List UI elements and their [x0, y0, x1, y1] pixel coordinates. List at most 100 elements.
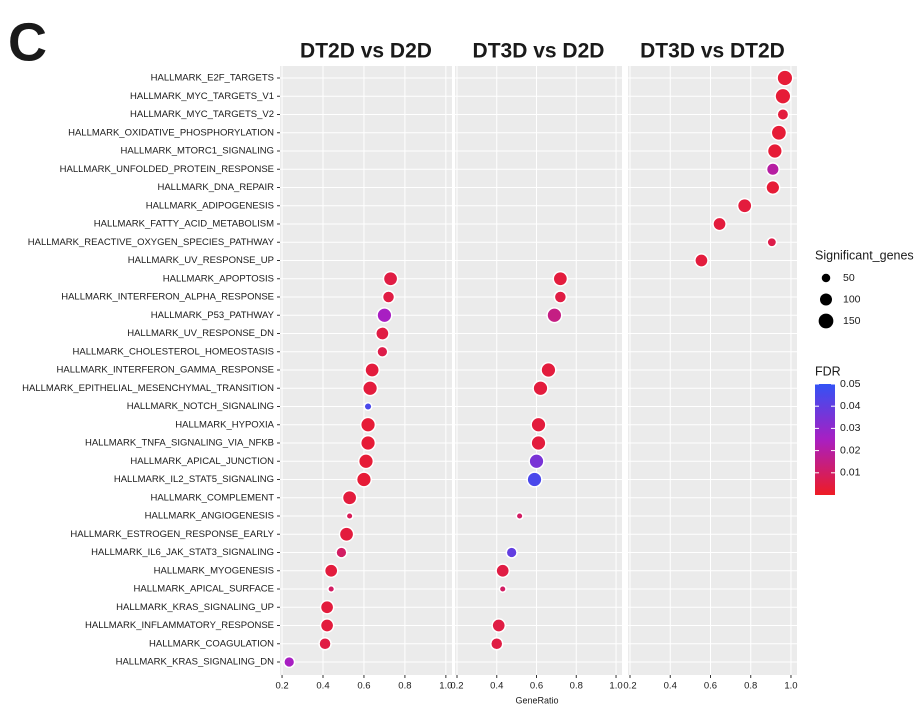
- y-tick-label: HALLMARK_APICAL_JUNCTION: [130, 456, 274, 467]
- y-tick-label: HALLMARK_CHOLESTEROL_HOMEOSTASIS: [73, 346, 275, 357]
- x-tick-label: 0.6: [357, 681, 370, 692]
- x-tick-label: 1.0: [439, 681, 452, 692]
- x-tick-label: 0.6: [704, 681, 717, 692]
- size-legend-label: 100: [843, 293, 861, 305]
- dot: [776, 108, 790, 121]
- x-tick-label: 0.2: [275, 681, 288, 692]
- dot: [491, 618, 507, 633]
- facet-title: DT3D vs D2D: [473, 40, 605, 63]
- dot: [319, 599, 335, 615]
- x-tick-label: 1.0: [784, 681, 797, 692]
- dot: [382, 270, 399, 287]
- dot: [553, 290, 568, 304]
- dot: [359, 434, 377, 452]
- dot: [532, 380, 549, 397]
- color-bar-label: 0.02: [840, 444, 861, 456]
- x-tick-label: 0.8: [398, 681, 411, 692]
- size-legend-title: Significant_genes: [815, 248, 914, 262]
- dot: [361, 380, 379, 397]
- dot: [530, 416, 547, 433]
- y-tick-label: HALLMARK_COAGULATION: [149, 638, 274, 649]
- y-tick-label: HALLMARK_ANGIOGENESIS: [145, 511, 274, 522]
- color-bar-label: 0.03: [840, 422, 861, 434]
- y-tick-label: HALLMARK_IL2_STAT5_SIGNALING: [114, 474, 274, 485]
- y-tick-label: HALLMARK_KRAS_SIGNALING_DN: [116, 657, 275, 668]
- facet-title: DT2D vs D2D: [300, 40, 432, 63]
- y-tick-label: HALLMARK_COMPLEMENT: [150, 492, 274, 503]
- dot: [364, 362, 380, 378]
- x-tick-label: 0.6: [530, 681, 543, 692]
- y-tick-label: HALLMARK_UV_RESPONSE_DN: [127, 328, 274, 339]
- dot: [526, 471, 543, 488]
- dot: [341, 489, 358, 506]
- dot: [736, 197, 753, 214]
- color-bar-label: 0.05: [840, 378, 861, 390]
- dot: [540, 361, 557, 379]
- facet-title: DT3D vs DT2D: [640, 40, 785, 63]
- dot: [318, 637, 332, 651]
- dot: [546, 307, 563, 324]
- dot: [766, 236, 778, 248]
- x-tick-label: 0.2: [623, 681, 636, 692]
- y-tick-label: HALLMARK_NOTCH_SIGNALING: [127, 401, 274, 412]
- dot: [376, 345, 389, 358]
- dot: [552, 270, 569, 287]
- dot: [335, 546, 348, 559]
- color-bar-label: 0.01: [840, 467, 861, 479]
- dot: [490, 637, 504, 651]
- size-legend-dot: [821, 273, 831, 283]
- dot: [359, 416, 377, 433]
- dot: [355, 471, 373, 488]
- y-tick-label: HALLMARK_MYC_TARGETS_V2: [130, 109, 274, 120]
- dot: [283, 655, 296, 669]
- dot: [712, 216, 727, 232]
- dot: [319, 618, 335, 633]
- y-tick-label: HALLMARK_APICAL_SURFACE: [134, 584, 274, 595]
- y-tick-label: HALLMARK_KRAS_SIGNALING_UP: [116, 602, 274, 613]
- dot: [363, 401, 373, 412]
- dot: [776, 69, 794, 87]
- dot: [528, 453, 545, 470]
- y-tick-label: HALLMARK_REACTIVE_OXYGEN_SPECIES_PATHWAY: [28, 237, 275, 248]
- dot: [530, 434, 547, 452]
- dot: [774, 87, 792, 105]
- color-bar: [815, 384, 835, 495]
- y-tick-label: HALLMARK_EPITHELIAL_MESENCHYMAL_TRANSITI…: [22, 383, 274, 394]
- y-tick-label: HALLMARK_FATTY_ACID_METABOLISM: [94, 219, 274, 230]
- x-tick-label: 0.4: [316, 681, 329, 692]
- dot: [345, 511, 354, 521]
- y-tick-label: HALLMARK_P53_PATHWAY: [151, 310, 275, 321]
- y-tick-label: HALLMARK_ESTROGEN_RESPONSE_EARLY: [70, 529, 274, 540]
- y-tick-label: HALLMARK_APOPTOSIS: [163, 273, 274, 284]
- dot: [376, 307, 393, 324]
- y-tick-label: HALLMARK_E2F_TARGETS: [151, 73, 274, 84]
- dot: [694, 253, 709, 268]
- size-legend-label: 150: [843, 315, 861, 327]
- x-tick-label: 0.8: [744, 681, 757, 692]
- color-bar-label: 0.04: [840, 400, 861, 412]
- x-axis-label: GeneRatio: [515, 695, 558, 705]
- x-tick-label: 0.4: [490, 681, 503, 692]
- x-tick-label: 0.4: [664, 681, 677, 692]
- dot: [375, 326, 390, 341]
- y-tick-label: HALLMARK_UV_RESPONSE_UP: [128, 255, 274, 266]
- size-legend-dot: [818, 313, 834, 329]
- size-legend-dot: [820, 293, 832, 306]
- x-tick-label: 0.8: [570, 681, 583, 692]
- y-tick-label: HALLMARK_UNFOLDED_PROTEIN_RESPONSE: [60, 164, 274, 175]
- size-legend-label: 50: [843, 272, 855, 284]
- y-tick-label: HALLMARK_MYOGENESIS: [154, 565, 274, 576]
- y-tick-label: HALLMARK_IL6_JAK_STAT3_SIGNALING: [91, 547, 274, 558]
- y-tick-label: HALLMARK_MYC_TARGETS_V1: [130, 91, 274, 102]
- x-tick-label: 1.0: [609, 681, 622, 692]
- y-tick-label: HALLMARK_DNA_REPAIR: [157, 182, 274, 193]
- dot: [505, 546, 518, 559]
- dot: [770, 124, 788, 142]
- dot: [495, 563, 511, 579]
- dot: [338, 526, 355, 543]
- dot: [381, 290, 396, 304]
- dot: [515, 511, 524, 521]
- x-tick-label: 0.2: [450, 681, 463, 692]
- dot: [323, 563, 339, 579]
